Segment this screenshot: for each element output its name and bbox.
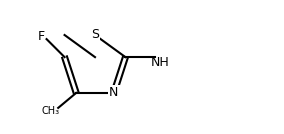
Text: N: N xyxy=(109,86,118,99)
Text: NH: NH xyxy=(151,56,170,69)
Text: S: S xyxy=(91,29,99,42)
Text: CH₃: CH₃ xyxy=(41,106,59,116)
Text: F: F xyxy=(38,30,45,43)
